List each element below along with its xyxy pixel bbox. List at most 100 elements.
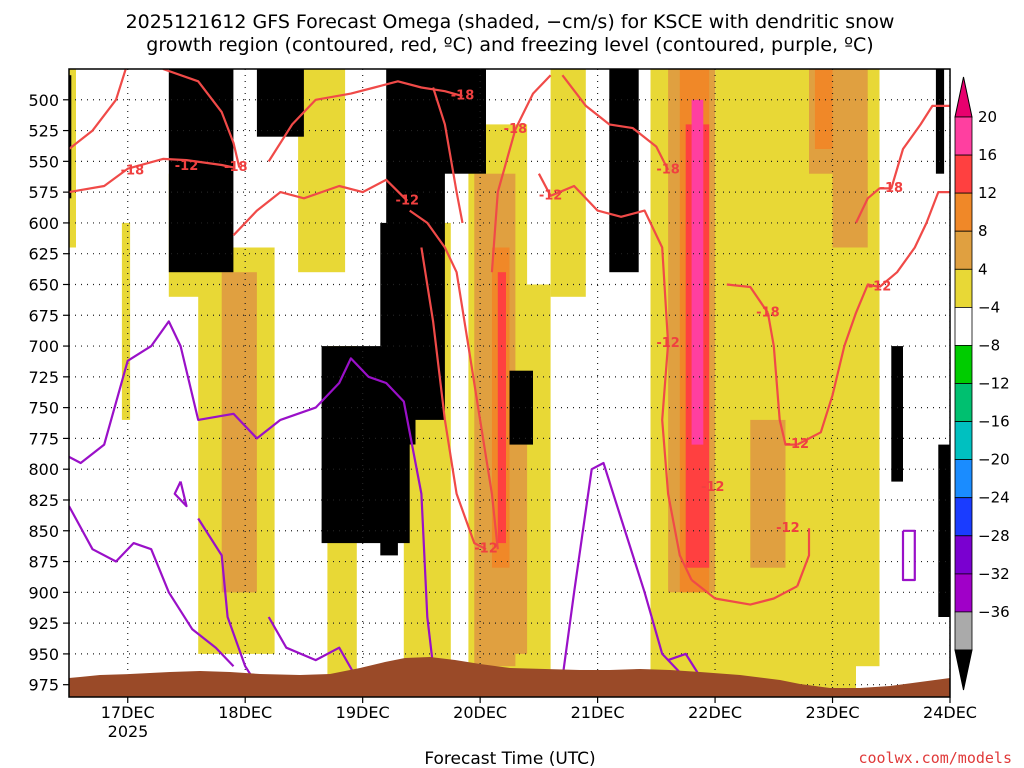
dgz-contour-line [232,178,409,236]
colorbar-band [954,459,973,499]
freezing-level-contour-line [561,461,681,679]
dgz-contour-line [420,247,487,551]
dgz-contour-label: -18 [504,122,528,137]
omega-shade-cell [397,247,416,445]
y-tick-label: 750 [28,399,59,418]
y-tick-label: 875 [28,553,59,572]
omega-shade-cell [691,99,704,445]
y-tick-label: 675 [28,306,59,325]
colorbar-label: −32 [978,565,1010,583]
dgz-contour-line [162,69,241,168]
omega-shade-cell [298,69,346,273]
dgz-contour-label: -12 [868,280,892,295]
freezing-level-contour-line [901,529,916,582]
colorbar-label: −20 [978,451,1010,469]
y-tick-label: 550 [28,152,59,171]
omega-shading [69,69,950,697]
colorbar-label: −24 [978,489,1010,507]
dgz-contour-label: -18 [224,160,248,175]
y-tick-label: 775 [28,429,59,448]
x-year-label: 2025 [108,722,149,741]
colorbar-band [954,268,973,308]
x-tick-label: 24DEC [923,703,977,722]
dgz-contour-label: -18 [880,181,904,196]
colorbar-band [954,230,973,270]
colorbar-label: −12 [978,375,1010,393]
dgz-contour-line [855,104,950,224]
colorbar-label: 16 [978,146,997,164]
colorbar-label: −28 [978,527,1010,545]
colorbar-band [954,116,973,156]
x-axis: 17DEC 18DEC 19DEC 20DEC 21DEC 22DEC 23DEC 24DEC [101,697,977,722]
dgz-contour-label: -12 [474,542,498,557]
omega-shade-cell [832,69,868,248]
dgz-contour-line [409,209,499,550]
dgz-contours [69,69,950,606]
dgz-contour-line [796,283,880,446]
colorbar-band [954,344,973,384]
y-tick-label: 925 [28,614,59,633]
y-tick-label: 950 [28,645,59,664]
y-tick-label: 600 [28,214,59,233]
y-tick-label: 825 [28,491,59,510]
dgz-contour-label: -12 [776,521,800,536]
colorbar-label: −16 [978,413,1010,431]
x-tick-label: 17DEC [101,703,155,722]
dgz-contour-label: -12 [656,336,680,351]
dgz-contour-line [69,157,234,194]
y-tick-label: 700 [28,337,59,356]
colorbar-label: 8 [978,222,988,240]
y-tick-label: 525 [28,122,59,141]
omega-shade-cell [550,69,586,297]
dgz-contour-line [878,191,950,288]
colorbar-label: 12 [978,184,997,202]
colorbar-label: −4 [978,298,1000,316]
freezing-level-contour-line [69,505,235,667]
chart-title-line-1: 2025121612 GFS Forecast Omega (shaded, −… [126,11,895,33]
colorbar-label: −8 [978,336,1000,354]
colorbar-band [954,573,973,613]
colorbar-label: −36 [978,603,1010,621]
credit-label: coolwx.com/models [858,749,1012,767]
chart-title-line-2: growth region (contoured, red, ºC) and f… [146,34,873,56]
y-tick-label: 500 [28,91,59,110]
terrain-fill [69,657,950,697]
colorbar-band [954,383,973,422]
freezing-level-contour-line [69,320,435,667]
y-tick-label: 800 [28,460,59,479]
y-tick-label: 975 [28,676,59,695]
colorbar-top-arrow [954,76,973,118]
dgz-contour-line [432,87,464,224]
dgz-contour-label: -18 [656,163,680,178]
dgz-contour-label: -18 [121,164,145,179]
x-tick-label: 23DEC [806,703,860,722]
omega-shade-cell [69,75,72,199]
omega-shade-cell [121,222,131,420]
omega-shade-cell [938,444,950,617]
y-axis: 500 525 550 575 600 625 650 675 700 725 750 775 800 8… [28,91,69,695]
freezing-level-contour-line [667,652,699,673]
y-tick-label: 625 [28,245,59,264]
omega-shade-cell [509,370,533,445]
dgz-contour-line [661,343,693,581]
dgz-contour-line [561,74,670,171]
colorbar-band [954,421,973,461]
colorbar-label: 20 [978,108,997,126]
omega-shade-cell [256,69,304,137]
y-tick-label: 850 [28,522,59,541]
colorbar-band [954,611,973,651]
x-tick-label: 18DEC [218,703,272,722]
x-tick-label: 22DEC [688,703,742,722]
colorbar-band [954,306,973,346]
omega-shade-cell [433,69,486,174]
freezing-level-contours [69,320,916,686]
y-tick-label: 725 [28,368,59,387]
dgz-contour-line [796,528,811,587]
freezing-level-contour-line [173,481,188,508]
dgz-contour-line [690,579,798,606]
omega-shade-cell [409,75,418,199]
y-tick-label: 575 [28,183,59,202]
x-tick-label: 19DEC [336,703,390,722]
dgz-contour-label: -12 [175,159,199,174]
colorbar-band [954,497,973,537]
